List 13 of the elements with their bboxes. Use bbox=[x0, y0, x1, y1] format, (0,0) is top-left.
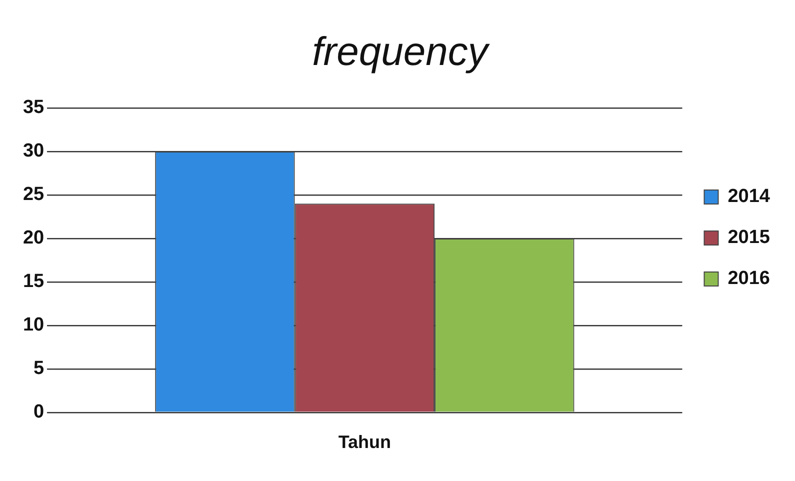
y-tick-label: 15 bbox=[22, 271, 45, 292]
y-tick-label: 0 bbox=[34, 402, 44, 423]
y-tick-label: 30 bbox=[22, 140, 44, 162]
legend-label: 2014 bbox=[728, 186, 770, 208]
legend-label: 2015 bbox=[728, 227, 770, 248]
legend-label: 2016 bbox=[728, 268, 770, 290]
y-tick-label: 35 bbox=[22, 97, 45, 118]
x-tick-label: Tahun bbox=[338, 432, 392, 452]
y-tick-label: 10 bbox=[22, 314, 44, 336]
y-tick-label: 20 bbox=[22, 228, 44, 249]
y-tick-label: 5 bbox=[34, 358, 45, 380]
chart-title: frequency bbox=[312, 30, 491, 74]
y-tick-label: 25 bbox=[22, 184, 45, 206]
